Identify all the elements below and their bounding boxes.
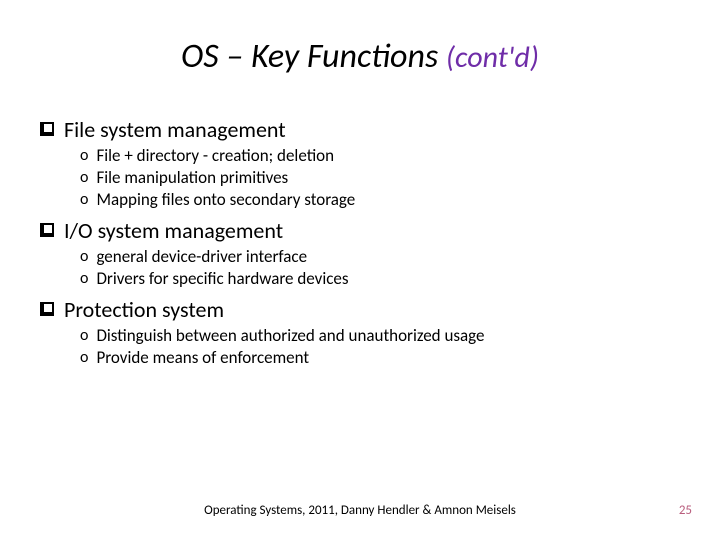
circle-icon: o — [80, 347, 88, 369]
list-item-text: Distinguish between authorized and unaut… — [96, 325, 484, 347]
section-heading: I/O system management — [40, 217, 680, 244]
slide-title: OS – Key Functions (cont'd) — [0, 36, 720, 77]
list-item-text: File manipulation primitives — [96, 167, 288, 189]
circle-icon: o — [80, 189, 88, 211]
footer: Operating Systems, 2011, Danny Hendler &… — [0, 503, 720, 518]
section-heading-text: File system management — [64, 116, 286, 143]
section-heading: File system management — [40, 116, 680, 143]
list-item: o Mapping files onto secondary storage — [80, 189, 680, 211]
list-item: o Drivers for specific hardware devices — [80, 268, 680, 290]
circle-icon: o — [80, 325, 88, 347]
title-main: OS – Key Functions — [181, 36, 446, 77]
circle-icon: o — [80, 268, 88, 290]
list-item: o File + directory - creation; deletion — [80, 145, 680, 167]
circle-icon: o — [80, 167, 88, 189]
page-number: 25 — [679, 503, 692, 518]
circle-icon: o — [80, 246, 88, 268]
title-contd: (cont'd) — [446, 39, 539, 76]
section-heading-text: Protection system — [64, 296, 224, 323]
checkbox-icon — [40, 302, 54, 316]
section-heading-text: I/O system management — [64, 217, 283, 244]
list-item: o general device-driver interface — [80, 246, 680, 268]
list-item-text: Mapping files onto secondary storage — [96, 189, 355, 211]
slide: OS – Key Functions (cont'd) File system … — [0, 0, 720, 540]
checkbox-icon — [40, 223, 54, 237]
list-item: o Provide means of enforcement — [80, 347, 680, 369]
footer-text: Operating Systems, 2011, Danny Hendler &… — [0, 503, 720, 518]
list-item: o Distinguish between authorized and una… — [80, 325, 680, 347]
list-item-text: File + directory - creation; deletion — [96, 145, 334, 167]
list-item-text: Drivers for specific hardware devices — [96, 268, 348, 290]
content-area: File system management o File + director… — [40, 110, 680, 369]
list-item-text: general device-driver interface — [96, 246, 307, 268]
circle-icon: o — [80, 145, 88, 167]
list-item-text: Provide means of enforcement — [96, 347, 309, 369]
checkbox-icon — [40, 122, 54, 136]
section-heading: Protection system — [40, 296, 680, 323]
list-item: o File manipulation primitives — [80, 167, 680, 189]
